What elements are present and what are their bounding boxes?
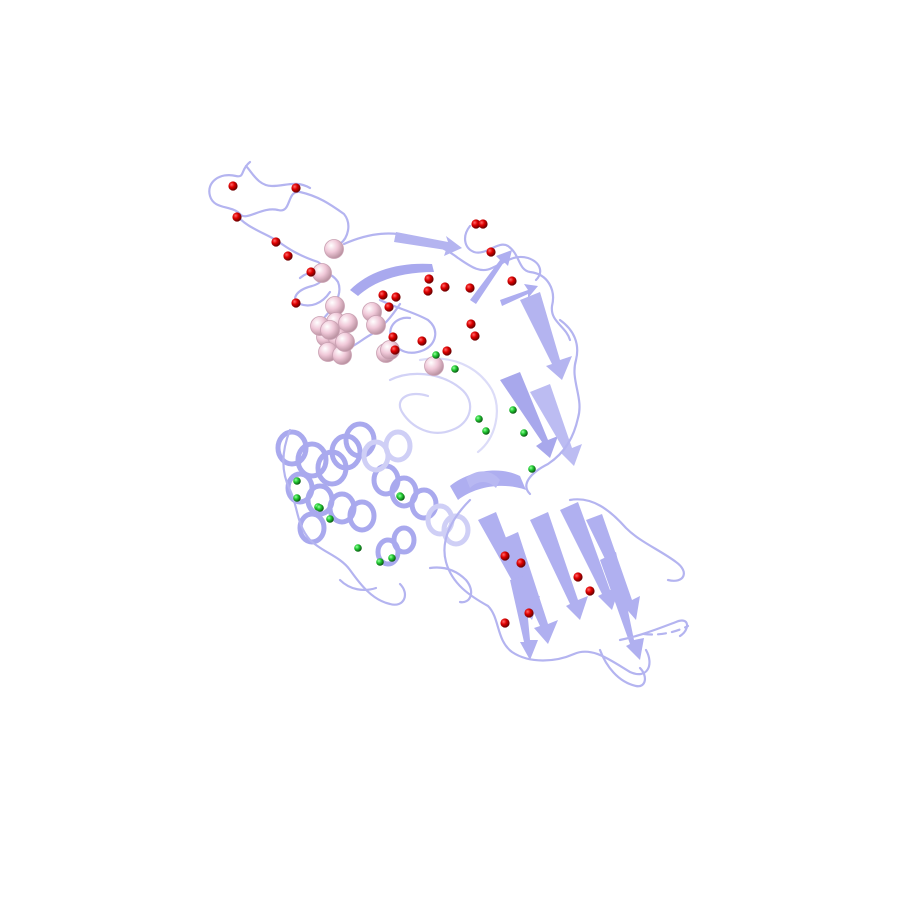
red-sphere: [228, 181, 238, 191]
red-sphere: [524, 608, 534, 618]
beta-sheet-right: [520, 292, 572, 380]
red-sphere: [516, 558, 526, 568]
red-sphere: [232, 212, 242, 222]
red-sphere: [442, 346, 452, 356]
red-sphere: [507, 276, 517, 286]
loop-bottom-right-2: [568, 498, 685, 582]
red-sphere: [378, 290, 388, 300]
pink-sphere: [324, 239, 344, 259]
green-sphere: [354, 544, 362, 552]
red-sphere: [471, 219, 481, 229]
green-sphere: [293, 494, 301, 502]
red-sphere: [384, 302, 394, 312]
loop-top-left: [208, 160, 350, 246]
red-sphere: [470, 331, 480, 341]
small-red-spheres: [228, 181, 595, 628]
loop-left-bottom: [282, 428, 407, 606]
green-sphere: [376, 558, 384, 566]
red-sphere: [390, 345, 400, 355]
loop-bottom-right-4: [642, 624, 690, 636]
loop-central-faded: [388, 372, 472, 434]
beta-sheet-right-3: [530, 384, 582, 466]
pink-sphere: [366, 315, 386, 335]
loop-top-left-3: [244, 164, 312, 190]
green-sphere: [432, 351, 440, 359]
red-sphere: [291, 298, 301, 308]
green-sphere: [397, 493, 405, 501]
red-sphere: [391, 292, 401, 302]
green-sphere: [520, 429, 528, 437]
green-sphere: [528, 465, 536, 473]
red-sphere: [486, 247, 496, 257]
beta-strand-right-2: [500, 284, 538, 306]
beta-strand-arc: [350, 263, 434, 296]
green-sphere: [293, 477, 301, 485]
red-sphere: [423, 286, 433, 296]
loop-left-bottom-2: [338, 578, 378, 591]
red-sphere: [466, 319, 476, 329]
loop-bottom-right-3: [618, 619, 689, 642]
red-sphere: [283, 251, 293, 261]
red-sphere: [573, 572, 583, 582]
red-sphere: [291, 183, 301, 193]
red-sphere: [306, 267, 316, 277]
pink-sphere: [320, 320, 340, 340]
red-sphere: [271, 237, 281, 247]
red-sphere: [478, 219, 488, 229]
beta-sheet-right-2: [500, 372, 558, 458]
loop-bottom-left-of-domain: [428, 566, 473, 604]
beta-strand-top: [394, 232, 462, 256]
green-sphere: [509, 406, 517, 414]
red-sphere: [465, 283, 475, 293]
red-sphere: [417, 336, 427, 346]
loop-top-left-2: [234, 212, 332, 307]
loop-upper-center: [342, 232, 542, 282]
loop-center: [378, 298, 437, 354]
pink-sphere: [424, 356, 444, 376]
loop-central-faded-2: [418, 357, 498, 454]
loop-bottom-right-5: [598, 648, 646, 688]
loop-right-side: [525, 318, 581, 496]
red-sphere: [388, 332, 398, 342]
green-sphere: [475, 415, 483, 423]
red-sphere: [440, 282, 450, 292]
helix-right-band-2: [466, 471, 500, 488]
pink-sphere: [335, 332, 355, 352]
green-sphere: [451, 365, 459, 373]
beta-domain-bottom-right: [478, 502, 644, 660]
red-sphere: [585, 586, 595, 596]
helix-bundle-faded: [361, 429, 471, 547]
pink-sphere: [338, 313, 358, 333]
red-sphere: [424, 274, 434, 284]
green-sphere: [388, 554, 396, 562]
red-sphere: [500, 551, 510, 561]
red-sphere: [500, 618, 510, 628]
green-sphere: [326, 515, 334, 523]
large-pink-spheres: [310, 239, 444, 376]
green-sphere: [316, 504, 324, 512]
protein-ribbon-cartoon: [208, 160, 690, 688]
loop-bottom-right: [443, 498, 651, 676]
green-sphere: [482, 427, 490, 435]
loop-right-upper: [464, 224, 572, 342]
beta-strand-right-1: [470, 250, 512, 304]
small-green-spheres: [293, 351, 536, 566]
